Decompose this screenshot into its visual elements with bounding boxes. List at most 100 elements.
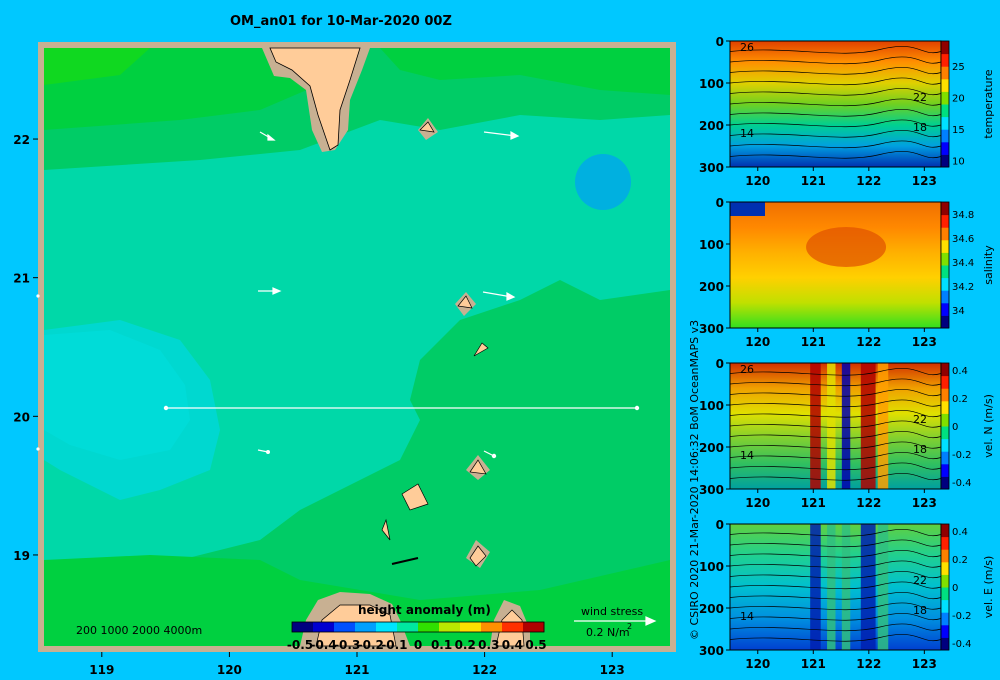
colorbar-tick-label: 34 — [952, 306, 965, 317]
colorbar-tick-label: 34.6 — [952, 234, 974, 245]
contour-line — [729, 98, 942, 107]
colorbar-swatch — [941, 41, 949, 55]
section-y-tick-label: 300 — [699, 322, 724, 336]
section-colorbar — [940, 523, 950, 651]
contour-label: 22 — [913, 91, 927, 104]
colorbar-tick-label: 15 — [952, 125, 965, 136]
section-colorbar — [940, 362, 950, 490]
colorbar-swatch — [334, 622, 356, 632]
colorbar-swatch — [941, 438, 949, 452]
contour-line — [729, 119, 942, 128]
colorbar-swatch — [439, 622, 461, 632]
section-x-tick-label: 121 — [801, 335, 826, 349]
section-x-tick-label: 122 — [856, 496, 881, 510]
colorbar-swatch — [481, 622, 503, 632]
map-x-tick-label: 119 — [89, 663, 114, 677]
map-y-tick-label: 19 — [13, 549, 30, 563]
colorbar-tick-label: 0.4 — [502, 638, 523, 652]
velocity-band — [827, 363, 836, 489]
colorbar-swatch — [941, 561, 949, 575]
contour-line — [729, 67, 942, 75]
contour-line — [729, 130, 942, 138]
colorbar-swatch — [397, 622, 419, 632]
colorbar-tick-label: 0.2 — [952, 394, 968, 405]
colorbar-tick-label: 0.2 — [952, 555, 968, 566]
contour-line — [729, 56, 942, 65]
section-y-tick-label: 300 — [699, 644, 724, 658]
contour-label: 22 — [913, 413, 927, 426]
colorbar-swatch — [941, 599, 949, 613]
colorbar-tick-label: 0.2 — [455, 638, 476, 652]
section-x-tick-label: 123 — [912, 496, 937, 510]
colorbar-swatch — [941, 290, 949, 304]
colorbar-swatch — [941, 413, 949, 427]
map-y-tick-label: 21 — [13, 272, 30, 286]
colorbar-tick-label: 0 — [952, 422, 958, 433]
colorbar-swatch — [941, 375, 949, 389]
contour-label: 14 — [740, 610, 754, 623]
section-ylabel: salinity — [982, 245, 995, 285]
height-anomaly-colorbar — [291, 621, 545, 633]
map-y-tick-label: 22 — [13, 133, 30, 147]
map-x-tick-label: 123 — [600, 663, 625, 677]
colorbar-tick-label: 0 — [952, 583, 958, 594]
colorbar-tick-label: 34.8 — [952, 210, 974, 221]
contour-label: 26 — [740, 41, 754, 54]
section-x-tick-label: 123 — [912, 335, 937, 349]
colorbar-swatch — [292, 622, 314, 632]
contour-line — [729, 539, 942, 548]
colorbar-tick-label: -0.5 — [287, 638, 313, 652]
colorbar-swatch — [460, 622, 482, 632]
colorbar-swatch — [941, 202, 949, 216]
contour-line — [729, 473, 942, 481]
colorbar-swatch — [941, 637, 949, 651]
section-y-tick-label: 0 — [716, 35, 724, 49]
colorbar-tick-label: 34.4 — [952, 258, 974, 269]
colorbar-swatch — [941, 104, 949, 118]
section-y-tick-label: 100 — [699, 399, 724, 413]
colorbar-tick-label: -0.2 — [952, 450, 972, 461]
salinity-min — [730, 202, 765, 216]
contour-label: 26 — [740, 363, 754, 376]
map-x-tick-label: 121 — [344, 663, 369, 677]
contour-line — [729, 452, 942, 460]
colorbar-swatch — [941, 141, 949, 155]
colorbar-tick-label: -0.2 — [358, 638, 384, 652]
section-y-tick-label: 200 — [699, 280, 724, 294]
colorbar-tick-label: -0.2 — [952, 611, 972, 622]
contour-line — [729, 613, 942, 621]
velocity-band — [810, 363, 821, 489]
colorbar-tick-label: -0.4 — [952, 478, 972, 489]
colorbar-label: height anomaly (m) — [358, 603, 491, 617]
colorbar-swatch — [941, 624, 949, 638]
colorbar-swatch — [941, 53, 949, 67]
section-y-tick-label: 0 — [716, 518, 724, 532]
colorbar-swatch — [376, 622, 398, 632]
colorbar-tick-label: 0.4 — [952, 527, 968, 538]
contour-label: 22 — [913, 574, 927, 587]
colorbar-swatch — [941, 400, 949, 414]
map-x-tick-label: 120 — [217, 663, 242, 677]
colorbar-tick-label: -0.4 — [952, 639, 972, 650]
section-x-tick-label: 121 — [801, 657, 826, 671]
colorbar-swatch — [941, 363, 949, 377]
contour-line — [729, 46, 942, 54]
contour-line — [729, 389, 942, 397]
colorbar-swatch — [941, 227, 949, 241]
section-x-tick-label: 121 — [801, 174, 826, 188]
chart-title: OM_an01 for 10-Mar-2020 00Z — [230, 14, 452, 29]
colorbar-tick-label: -0.3 — [334, 638, 360, 652]
wind-stress-exp: 2 — [627, 622, 632, 631]
colorbar-tick-label: 25 — [952, 62, 965, 73]
salinity-max — [806, 227, 887, 267]
section-y-tick-label: 200 — [699, 441, 724, 455]
map-x-tick-label: 122 — [472, 663, 497, 677]
section-y-tick-label: 100 — [699, 77, 724, 91]
section-panel-1: 26 22 18 14 120 121 122 123 0 100 200 300 25 20 15 10 te… — [699, 35, 995, 188]
velocity-band — [841, 363, 851, 489]
colorbar-swatch — [941, 549, 949, 563]
colorbar-swatch — [941, 524, 949, 538]
velocity-band — [841, 524, 851, 650]
section-y-tick-label: 200 — [699, 119, 724, 133]
section-field — [730, 41, 941, 167]
